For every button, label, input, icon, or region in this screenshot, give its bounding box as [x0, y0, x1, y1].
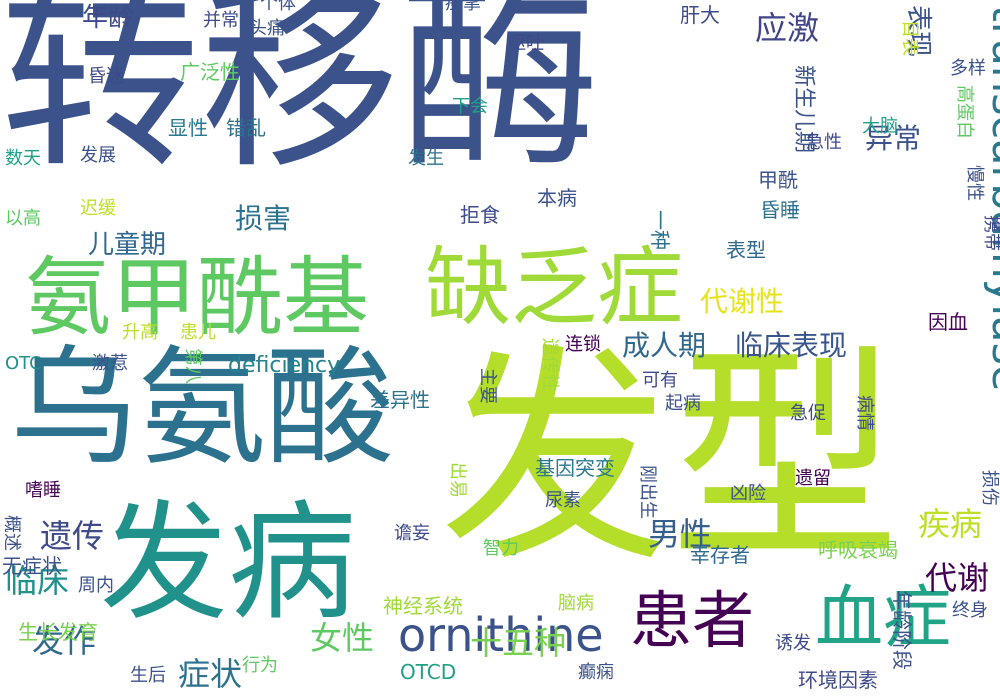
word: 迟缓 — [80, 198, 116, 219]
word: 遗传性 — [539, 338, 560, 392]
word: 呼吸衰竭 — [818, 538, 898, 562]
word: 个体 — [260, 0, 296, 14]
word: 生后 — [130, 665, 166, 686]
word: 应激 — [755, 9, 820, 47]
word: 因血 — [928, 310, 968, 334]
word: 错乱 — [226, 116, 266, 140]
word: 肝大 — [680, 3, 720, 27]
word: 凶险 — [730, 483, 766, 504]
word: 急性 — [806, 132, 842, 153]
word: 十五种 — [470, 624, 567, 662]
word: 病情 — [854, 395, 875, 431]
word: 环境因素 — [798, 668, 878, 692]
word: 转移酶 — [0, 0, 601, 196]
word: 刚出生 — [637, 465, 658, 519]
word: 昏睡 — [760, 198, 800, 222]
word: 氨甲酰基 — [25, 248, 369, 348]
word: 年龄阶段 — [890, 590, 914, 670]
word: 激惹 — [92, 353, 128, 374]
word: deficiency — [228, 353, 341, 378]
word: 遗留 — [795, 468, 831, 489]
word: 谵妄 — [394, 523, 430, 544]
word: 幸存者 — [690, 543, 750, 567]
word: 基因突变 — [535, 456, 615, 480]
word: 出易 — [447, 462, 468, 498]
word: 患儿 — [180, 322, 216, 343]
word: 代谢 — [925, 559, 990, 597]
word: 发型 — [440, 326, 901, 593]
word: 甲酰 — [758, 168, 798, 192]
word: 发作 — [32, 622, 97, 660]
word: 发展 — [80, 145, 116, 166]
word: ornithine — [398, 608, 604, 662]
word: 呕吐 — [508, 33, 544, 54]
word: 广泛性 — [180, 60, 240, 84]
word: 表型 — [726, 238, 766, 262]
word: 遗传 — [40, 517, 105, 555]
word: 成人期 — [622, 329, 707, 362]
word: 脑病 — [558, 593, 594, 614]
word: 乌氨酸 — [10, 334, 395, 483]
word: 临床表现 — [735, 329, 848, 362]
word: 以高 — [5, 208, 41, 229]
word: 本病 — [537, 186, 577, 210]
word: 携带 — [981, 215, 1000, 251]
word: 神经系统 — [383, 594, 463, 618]
word: 升高 — [122, 322, 158, 343]
word: 嗜睡 — [25, 480, 61, 501]
word: 慢性 — [964, 165, 985, 201]
word: 临床 — [5, 562, 70, 600]
word: 终身 — [952, 600, 988, 621]
word: 诱发 — [775, 633, 811, 654]
word: 尿素 — [545, 490, 581, 511]
word: 连锁 — [565, 334, 601, 355]
word: 差异性 — [370, 388, 430, 412]
word: 可有 — [642, 370, 678, 391]
word: 男性 — [648, 515, 713, 553]
word: 疾病 — [918, 505, 983, 543]
word: OTC — [5, 353, 42, 374]
word: 周内 — [78, 575, 114, 596]
word: 代谢性 — [700, 285, 785, 318]
word: 无症状 — [2, 554, 62, 578]
word: 缺乏症 — [425, 238, 683, 338]
word: 数天 — [5, 148, 41, 169]
word: 癫痫 — [578, 662, 614, 683]
word: 主要 — [477, 368, 498, 404]
word: 起病 — [665, 393, 701, 414]
word: 发病 — [100, 489, 357, 638]
word: 拒食 — [460, 203, 500, 227]
word: 血症 — [815, 579, 952, 658]
word: 多样 — [950, 58, 986, 79]
word: 显性 — [168, 116, 208, 140]
word: 年龄 — [82, 3, 135, 33]
word: 下会 — [452, 96, 488, 117]
word: 一种 — [648, 210, 672, 250]
word: 损伤 — [979, 470, 1000, 506]
word: 女性 — [310, 619, 375, 657]
word: 头痛 — [249, 18, 285, 39]
word: 患者 — [630, 584, 755, 657]
word: 大脑 — [862, 116, 898, 137]
word: 症状 — [178, 655, 243, 693]
word: 行为 — [242, 655, 278, 676]
word: 目表 — [899, 20, 920, 56]
word: 痉挛 — [445, 0, 481, 14]
word: OTCD — [400, 660, 457, 684]
word: 发生 — [408, 148, 444, 169]
word: 损害 — [235, 202, 292, 235]
word: 智力 — [483, 538, 519, 559]
word: 异常 — [865, 122, 922, 155]
word: 高蛋白 — [954, 85, 975, 139]
word: 急促 — [790, 403, 826, 424]
word: 昏迷 — [88, 66, 124, 87]
word: 生长发育 — [18, 620, 98, 644]
word: 儿童期 — [88, 230, 167, 260]
word: 概述 — [1, 515, 22, 551]
word: 第八 — [182, 348, 203, 384]
word: transcarbamylase — [982, 5, 1000, 392]
word: 并常 — [203, 10, 239, 31]
